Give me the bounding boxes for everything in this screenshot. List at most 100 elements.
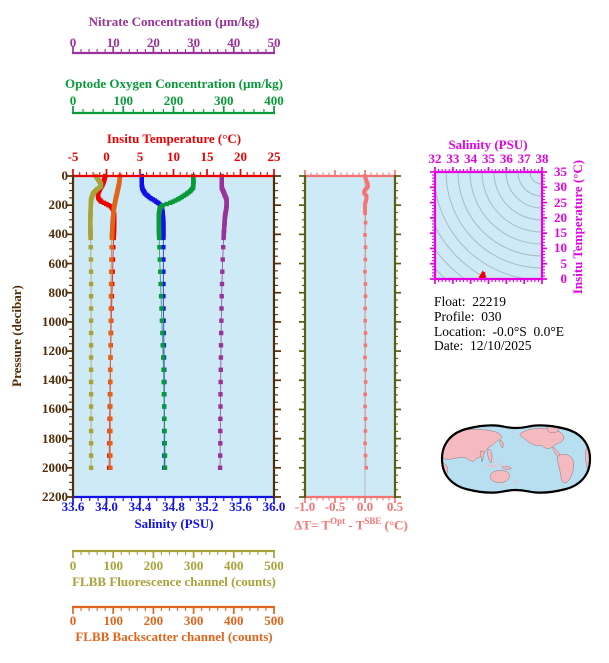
flbb-fluorescence-marker — [88, 281, 94, 287]
optode-oxygen-marker — [162, 441, 167, 446]
plot-graphic — [479, 450, 485, 463]
plot-graphic — [492, 461, 494, 463]
salinity-marker — [161, 257, 166, 262]
temperature-difference-marker — [363, 318, 367, 323]
temperature-difference-marker — [363, 257, 368, 262]
backscatter-axis-tick-label: 400 — [224, 613, 244, 628]
backscatter-axis-tick-label: 100 — [103, 613, 123, 628]
salinity-axis-tick-label: 34.4 — [128, 499, 152, 514]
backscatter-axis-tick-label: 0 — [69, 613, 77, 628]
delta-t-axis-title: ΔT= TOpt - TSBE (°C) — [294, 516, 408, 533]
location-label: Location: — [434, 323, 486, 339]
temperature-difference-marker — [363, 294, 368, 298]
optode-oxygen-marker — [175, 197, 181, 202]
flbb-fluorescence-marker — [88, 465, 94, 470]
flbb-backscatter-marker — [108, 465, 113, 470]
temperature-axis-tick-label: 10 — [167, 149, 180, 164]
fluorescence-axis-tick-label: 500 — [264, 558, 284, 573]
optode-oxygen-marker — [162, 453, 168, 458]
nitrate-marker — [219, 318, 224, 323]
plot-graphic — [511, 431, 513, 433]
optode-oxygen-marker — [161, 392, 167, 397]
temperature-axis-tick-label: 15 — [200, 149, 214, 164]
nitrate-marker — [217, 465, 223, 470]
salinity-marker — [161, 245, 166, 250]
nitrate-marker — [218, 343, 224, 348]
flbb-backscatter-marker — [108, 330, 113, 336]
flbb-backscatter-marker — [108, 441, 113, 446]
fluorescence-axis-tick-label: 300 — [183, 558, 204, 573]
flbb-fluorescence-marker — [88, 355, 94, 360]
insitu-temperature-marker — [99, 199, 104, 204]
optode-oxygen-marker — [160, 343, 165, 348]
backscatter-axis-tick-label: 500 — [264, 613, 284, 628]
nitrate-marker — [218, 355, 224, 360]
ts-temperature-axis-tick-label: 25 — [554, 194, 567, 210]
nitrate-marker — [219, 281, 225, 287]
delta-t-axis-tick-label: 0.5 — [386, 499, 404, 514]
delta-t-axis-tick-label: 0.0 — [356, 499, 374, 514]
delta-t-axis-tick-label: -0.5 — [324, 499, 346, 514]
flbb-backscatter-marker — [108, 392, 113, 397]
optode-oxygen-marker — [162, 428, 167, 434]
location-info-line: Location: -0.0°S 0.0°E — [434, 323, 564, 340]
optode-oxygen-marker — [159, 318, 165, 323]
flbb-fluorescence-marker — [88, 306, 94, 311]
backscatter-axis-tick-label: 200 — [143, 613, 164, 628]
insitu-temperature-marker — [101, 200, 107, 205]
temperature-axis-tick-label: 25 — [267, 149, 281, 164]
ts-temperature-axis-title: Insitu Temperature (°C) — [570, 159, 585, 295]
optode-oxygen-marker — [161, 379, 166, 385]
temperature-difference-marker — [363, 269, 367, 274]
nitrate-marker — [218, 367, 223, 372]
flbb-fluorescence-marker — [88, 379, 94, 385]
plot-graphic — [499, 464, 501, 466]
flbb-fluorescence-marker — [88, 404, 94, 409]
flbb-backscatter-marker — [108, 355, 113, 360]
oxygen-axis-tick-label: 0 — [69, 93, 77, 108]
oxygen-axis-tick-label: 100 — [113, 93, 134, 108]
flbb-fluorescence-marker — [88, 367, 94, 372]
plot-graphic — [442, 429, 502, 462]
nitrate-marker — [218, 416, 223, 421]
nitrate-axis-tick-label: 20 — [146, 35, 160, 50]
optode-oxygen-marker — [161, 367, 166, 372]
ts-salinity-axis-tick-label: 38 — [535, 151, 549, 166]
ts-temperature-axis-tick-label: 0 — [560, 271, 568, 286]
fluorescence-axis-tick-label: 400 — [224, 558, 244, 573]
flbb-fluorescence-marker — [88, 441, 94, 446]
plot-graphic — [494, 464, 498, 468]
profile-info-line: Profile: 030 — [434, 308, 564, 325]
nitrate-axis-tick-label: 0 — [69, 35, 77, 50]
profile-label: Profile: — [434, 308, 475, 324]
salinity-marker — [161, 281, 166, 287]
nitrate-axis-tick-label: 30 — [187, 35, 201, 50]
ts-temperature-axis-tick-label: 35 — [554, 164, 567, 179]
optode-oxygen-marker — [162, 465, 168, 470]
plot-graphic — [493, 458, 495, 460]
ts-data-triangle — [478, 270, 487, 278]
flbb-backscatter-marker — [108, 416, 113, 421]
ts-temperature-axis-tick-label: 5 — [560, 255, 568, 271]
nitrate-marker — [218, 453, 223, 458]
flbb-fluorescence-marker — [88, 392, 94, 397]
flbb-fluorescence-marker — [88, 269, 94, 274]
plot-graphic — [499, 439, 504, 449]
ts-salinity-axis-tick-label: 35 — [482, 151, 495, 166]
temperature-difference-marker — [363, 441, 367, 446]
plot-graphic — [489, 470, 510, 483]
optode-oxygen-marker — [173, 198, 178, 203]
optode-oxygen-marker — [160, 330, 165, 336]
temperature-difference-marker — [363, 282, 368, 286]
temperature-difference-marker — [363, 392, 367, 397]
ts-temperature-axis-tick-label: 15 — [554, 225, 567, 241]
backscatter-axis-title: FLBB Backscatter channel (counts) — [75, 629, 273, 644]
flbb-backscatter-marker — [108, 379, 113, 385]
temperature-axis-title: Insitu Temperature (°C) — [106, 131, 242, 146]
oxygen-axis-title: Optode Oxygen Concentration (µm/kg) — [64, 76, 284, 91]
date-label: Date: — [434, 338, 464, 354]
fluorescence-axis-title: FLBB Fluorescence channel (counts) — [72, 574, 276, 589]
fluorescence-axis-tick-label: 200 — [143, 558, 164, 573]
